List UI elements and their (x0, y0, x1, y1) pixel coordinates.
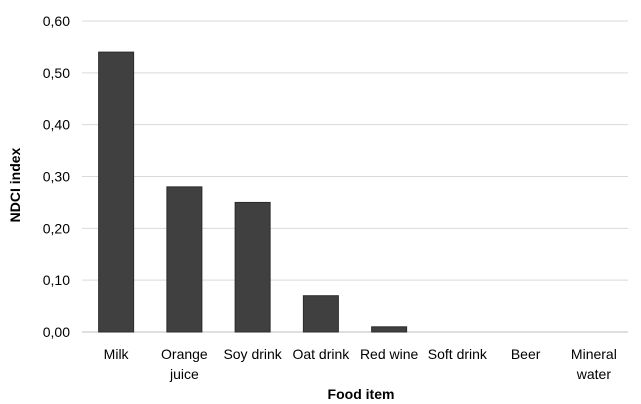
x-tick-label: Milk (104, 346, 130, 362)
x-axis-title: Food item (328, 386, 395, 402)
y-tick-label: 0,50 (43, 65, 70, 81)
x-tick-label-line: juice (169, 366, 199, 382)
x-tick-label: Beer (511, 346, 541, 362)
x-tick-label-line: Beer (511, 346, 541, 362)
x-tick-label-line: Oat drink (292, 346, 350, 362)
x-tick-label: Red wine (360, 346, 419, 362)
x-tick-label: Soft drink (428, 346, 488, 362)
bars (98, 51, 408, 333)
bar (302, 295, 339, 333)
x-tick-label-line: Milk (104, 346, 130, 362)
x-tick-label-line: Orange (161, 346, 208, 362)
x-tick-label-line: Soy drink (223, 346, 282, 362)
y-tick-label: 0,60 (43, 13, 70, 29)
x-tick-label-line: Mineral (571, 346, 617, 362)
x-axis-tick-labels: Milk Orange juice Soy drink Oat drink Red win… (104, 346, 617, 382)
bar (98, 51, 135, 333)
y-tick-label: 0,30 (43, 169, 70, 185)
y-tick-label: 0,00 (43, 324, 70, 340)
x-tick-label: Soy drink (223, 346, 282, 362)
x-tick-label: Orange juice (161, 346, 208, 382)
gridlines (82, 20, 628, 333)
x-tick-label-line: Red wine (360, 346, 419, 362)
y-axis-tick-labels: 0,00 0,10 0,20 0,30 0,40 0,50 0,60 (43, 13, 70, 340)
x-tick-label: Mineral water (571, 346, 617, 382)
bar (371, 326, 408, 333)
bar (166, 186, 203, 333)
y-tick-label: 0,10 (43, 272, 70, 288)
y-axis-title: NDCI index (7, 147, 23, 222)
x-tick-label-line: Soft drink (428, 346, 488, 362)
x-tick-label: Oat drink (292, 346, 350, 362)
bar (234, 201, 271, 333)
y-tick-label: 0,20 (43, 220, 70, 236)
y-tick-label: 0,40 (43, 117, 70, 133)
x-tick-label-line: water (576, 366, 612, 382)
